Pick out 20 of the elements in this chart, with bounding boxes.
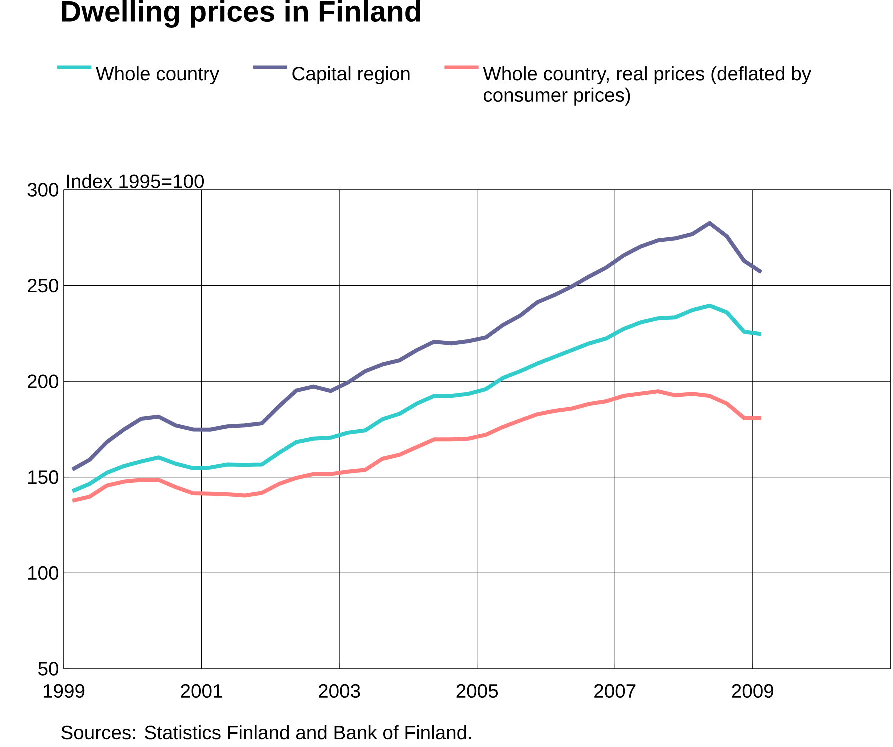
legend-label: Whole country bbox=[96, 66, 220, 85]
x-tick-label: 2007 bbox=[594, 684, 636, 698]
chart-title: Dwelling prices in Finland bbox=[62, 0, 420, 28]
y-tick-label: 250 bbox=[28, 278, 59, 293]
y-tick-label: 300 bbox=[28, 183, 59, 197]
x-tick-label: 2001 bbox=[181, 684, 222, 698]
source-note: Sources: Statistics Finland and Bank of Finland. bbox=[62, 725, 472, 740]
legend-label: Capital region bbox=[292, 66, 410, 85]
y-axis-title: Index 1995=100 bbox=[67, 174, 204, 188]
y-tick-label: 150 bbox=[28, 470, 59, 484]
x-tick-label: 2003 bbox=[319, 684, 360, 698]
line-series bbox=[70, 221, 764, 472]
legend-label: Whole country, real prices (deflated by consumer prices) bbox=[483, 66, 812, 106]
y-tick-label: 100 bbox=[28, 566, 59, 580]
y-tick-label: 50 bbox=[38, 662, 59, 676]
line-series bbox=[70, 304, 764, 494]
y-tick-label: 200 bbox=[28, 374, 59, 388]
x-tick-label: 2005 bbox=[456, 684, 498, 698]
x-tick-label: 2009 bbox=[732, 684, 774, 698]
x-tick-label: 1999 bbox=[44, 684, 85, 698]
